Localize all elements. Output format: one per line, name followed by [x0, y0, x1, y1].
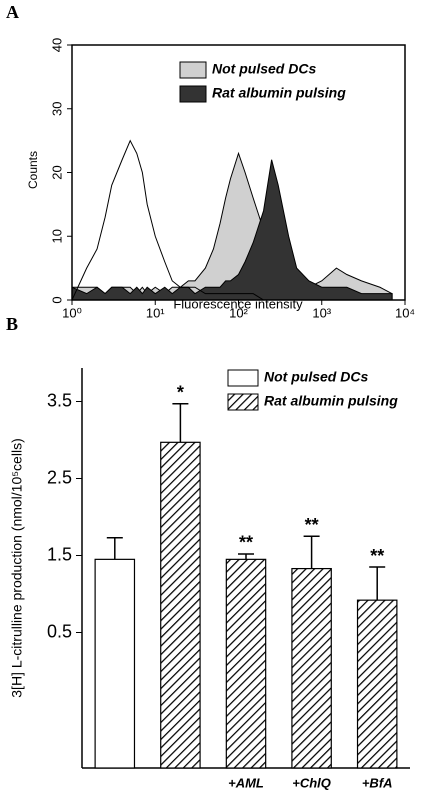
- x-tick-label: +AML: [228, 775, 264, 790]
- legend-label: Rat albumin pulsing: [212, 85, 346, 101]
- error-bar: [106, 537, 123, 560]
- y-tick-label: 30: [49, 102, 64, 116]
- x-tick-label: +ChlQ: [292, 775, 331, 790]
- significance-mark: *: [177, 383, 184, 403]
- y-tick-label: 40: [49, 38, 64, 52]
- panel-label: A: [6, 2, 19, 22]
- histogram-area: [71, 151, 393, 301]
- legend-swatch: [227, 393, 259, 411]
- legend-swatch: [227, 369, 259, 387]
- y-tick-label: 0.5: [47, 621, 72, 641]
- y-tick-label: 1.5: [47, 544, 72, 564]
- y-axis-label: 3[H] L-citrulline production (nmol/10⁵ce…: [9, 438, 25, 697]
- bar: [356, 599, 398, 769]
- y-tick-label: 0: [49, 296, 64, 303]
- bar: [160, 441, 201, 769]
- error-bar: [303, 535, 320, 569]
- y-tick-label: 10: [49, 229, 64, 243]
- legend-swatch: [179, 61, 207, 79]
- panel-label: B: [6, 314, 18, 334]
- error-bar: [369, 566, 386, 601]
- bar: [225, 558, 267, 769]
- histogram-area: [71, 159, 393, 301]
- x-tick-label: 10²: [229, 305, 248, 320]
- legend-label: Rat albumin pulsing: [264, 393, 398, 409]
- significance-mark: **: [370, 546, 384, 566]
- y-tick-label: 20: [49, 165, 64, 179]
- x-tick-label: 10³: [312, 305, 331, 320]
- error-bar: [172, 403, 189, 443]
- significance-mark: **: [305, 515, 319, 535]
- x-tick-label: 10⁴: [395, 305, 415, 320]
- x-tick-label: +BfA: [362, 775, 393, 790]
- x-tick-label: 10⁰: [62, 305, 82, 320]
- y-tick-label: 2.5: [47, 467, 72, 487]
- bar: [291, 567, 332, 769]
- x-tick-label: 10¹: [146, 305, 165, 320]
- legend-swatch: [179, 85, 207, 103]
- bar: [94, 558, 136, 769]
- legend-label: Not pulsed DCs: [264, 369, 368, 385]
- y-axis-label: Counts: [26, 151, 40, 189]
- significance-mark: **: [239, 533, 253, 553]
- legend-label: Not pulsed DCs: [212, 61, 316, 77]
- y-tick-label: 3.5: [47, 390, 72, 410]
- error-bar: [238, 553, 254, 560]
